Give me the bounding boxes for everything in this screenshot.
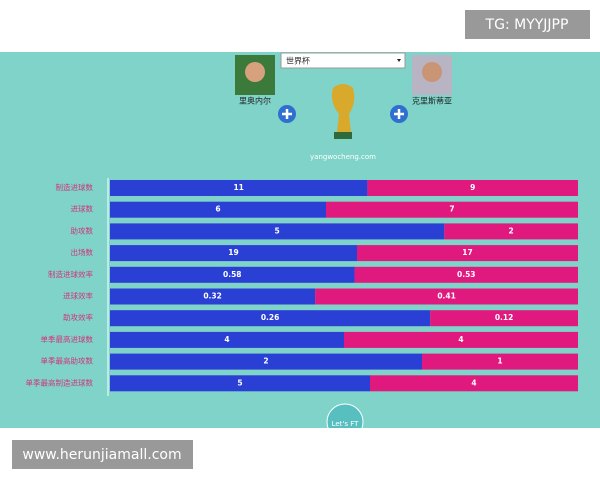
row-label: 单季最高助攻数: [41, 356, 94, 366]
bar-segment: [357, 245, 578, 262]
row-label: 助攻效率: [63, 312, 93, 322]
avatar-face: [422, 62, 442, 82]
player-name: 里奥内尔: [239, 96, 271, 106]
value-label: 0.41: [437, 292, 456, 301]
value-label: 0.32: [203, 292, 222, 301]
bar-segment: [110, 245, 357, 262]
value-label: 4: [458, 335, 463, 344]
value-label: 0.58: [223, 270, 242, 279]
bar-segment: [430, 310, 578, 327]
value-label: 0.12: [495, 313, 514, 322]
bar-segment: [370, 375, 578, 392]
value-label: 2: [509, 226, 514, 235]
value-label: 6: [215, 205, 220, 214]
dropdown[interactable]: [280, 52, 406, 69]
bar-segment: [315, 288, 578, 305]
value-label: 4: [471, 378, 476, 387]
dropdown-arrow: [397, 59, 401, 62]
button-label: Let's FT: [332, 420, 360, 428]
bar-segment: [326, 201, 578, 218]
bar-segment: [367, 180, 578, 196]
value-label: 11: [233, 183, 243, 192]
value-label: 19: [228, 248, 238, 257]
player-name: 克里斯蒂亚: [412, 96, 452, 106]
watermark: TG: MYYJJPP: [485, 17, 569, 33]
trophy: [331, 84, 355, 139]
bar-segment: [110, 310, 431, 327]
value-label: 4: [224, 335, 229, 344]
row-label: 出场数: [71, 247, 94, 257]
value-label: 0.26: [261, 313, 280, 322]
bar-segment: [110, 288, 316, 305]
value-label: 1: [497, 357, 502, 366]
bar-segment: [110, 223, 445, 240]
watermark: www.herunjiamall.com: [22, 447, 181, 463]
value-label: 9: [470, 183, 475, 192]
row-label: 制造进球数: [56, 182, 94, 192]
row-label: 单季最高制造进球数: [26, 377, 94, 387]
bar-segment: [110, 375, 370, 392]
add-left[interactable]: [278, 105, 296, 123]
row-label: 助攻数: [71, 225, 94, 235]
value-label: 2: [263, 357, 268, 366]
panel: [0, 52, 600, 428]
bar-segment: [354, 266, 578, 283]
bar-segment: [422, 353, 578, 370]
site: yangwocheng.com: [310, 153, 376, 161]
bar-segment: [110, 201, 326, 218]
dropdown-value: 世界杯: [286, 56, 310, 66]
bar-segment: [110, 353, 422, 370]
value-label: 5: [275, 226, 280, 235]
avatar-face: [245, 62, 265, 82]
bar-segment: [344, 331, 578, 348]
row-label: 单季最高进球数: [41, 334, 94, 344]
bar-segment: [110, 180, 368, 196]
row-label: 制造进球效率: [48, 269, 93, 279]
bar-segment: [110, 331, 344, 348]
watermark-box: [465, 10, 590, 39]
bar-segment: [110, 266, 355, 283]
value-label: 5: [237, 378, 242, 387]
row-label: 进球效率: [63, 291, 93, 301]
value-label: 7: [449, 205, 454, 214]
bar-segment: [444, 223, 578, 240]
row-label: 进球数: [71, 204, 94, 214]
value-label: 0.53: [457, 270, 476, 279]
value-label: 17: [462, 248, 472, 257]
add-right[interactable]: [390, 105, 408, 123]
watermark-box: [12, 440, 193, 469]
